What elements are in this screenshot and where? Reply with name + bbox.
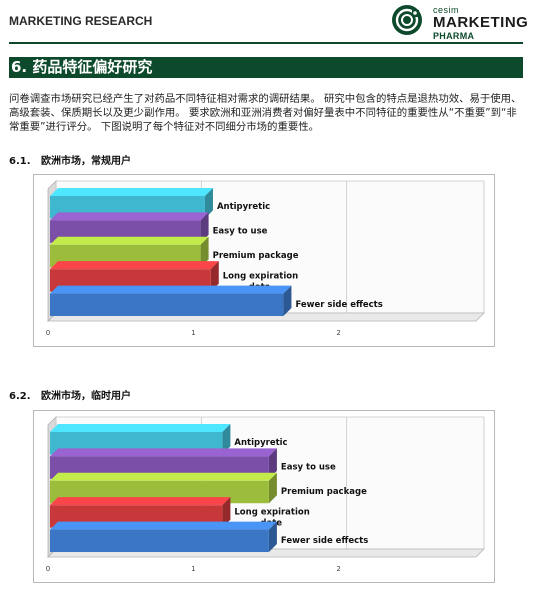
chart-svg: 0 1 2 Antipyretic Easy to use Premium package… [46,180,485,337]
bar-fewer-side-effects [50,285,292,317]
chart-svg: 0 1 2 Antipyretic Easy to use Premium package… [46,416,485,573]
logo-word-pharma: PHARMA [433,31,475,41]
subsection-title: 欧洲市场，常规用户 [40,156,131,167]
chart-europe-occasional: 0 1 2 Antipyretic Easy to use Premium package… [33,410,495,583]
logo-mark-icon [392,5,422,35]
bar-label: Fewer side effects [295,300,382,310]
subsection-number: 6.2. [9,391,31,402]
bar-label: Easy to use [213,227,268,237]
subsection-number: 6.1. [9,156,31,167]
chart-europe-regular: 0 1 2 Antipyretic Easy to use Premium package… [33,174,495,347]
x-tick-label: 1 [191,565,195,573]
section-intro: 问卷调查市场研究已经产生了对药品不同特征相对需求的调研结果。 研究中包含的特点是… [9,93,522,133]
bar-label: Premium package [281,487,367,497]
x-tick-label: 0 [46,565,50,573]
subsection-title: 欧洲市场，临时用户 [40,391,131,402]
x-tick-label: 1 [191,329,195,337]
bar-label: Premium package [213,251,299,261]
bar-fewer-side-effects [50,521,277,553]
bar-label: Fewer side effects [281,536,368,546]
header-rule [9,42,523,44]
subsection-heading-1: 6.1. 欧洲市场，常规用户 [9,152,131,167]
bar-label: Antipyretic [217,202,270,212]
bar-label: Antipyretic [234,438,287,448]
report-header-label: MARKETING RESEARCH [9,14,153,28]
x-tick-label: 2 [336,565,340,573]
x-tick-label: 2 [336,329,340,337]
logo-word-marketing: MARKETING [433,14,529,31]
bar-label: Easy to use [281,463,336,473]
section-title: 6. 药品特征偏好研究 [9,57,523,78]
cesim-logo: cesim MARKETING PHARMA [392,5,529,41]
subsection-heading-2: 6.2. 欧洲市场，临时用户 [9,387,131,402]
x-tick-label: 0 [46,329,50,337]
logo-word-cesim: cesim [433,5,460,15]
